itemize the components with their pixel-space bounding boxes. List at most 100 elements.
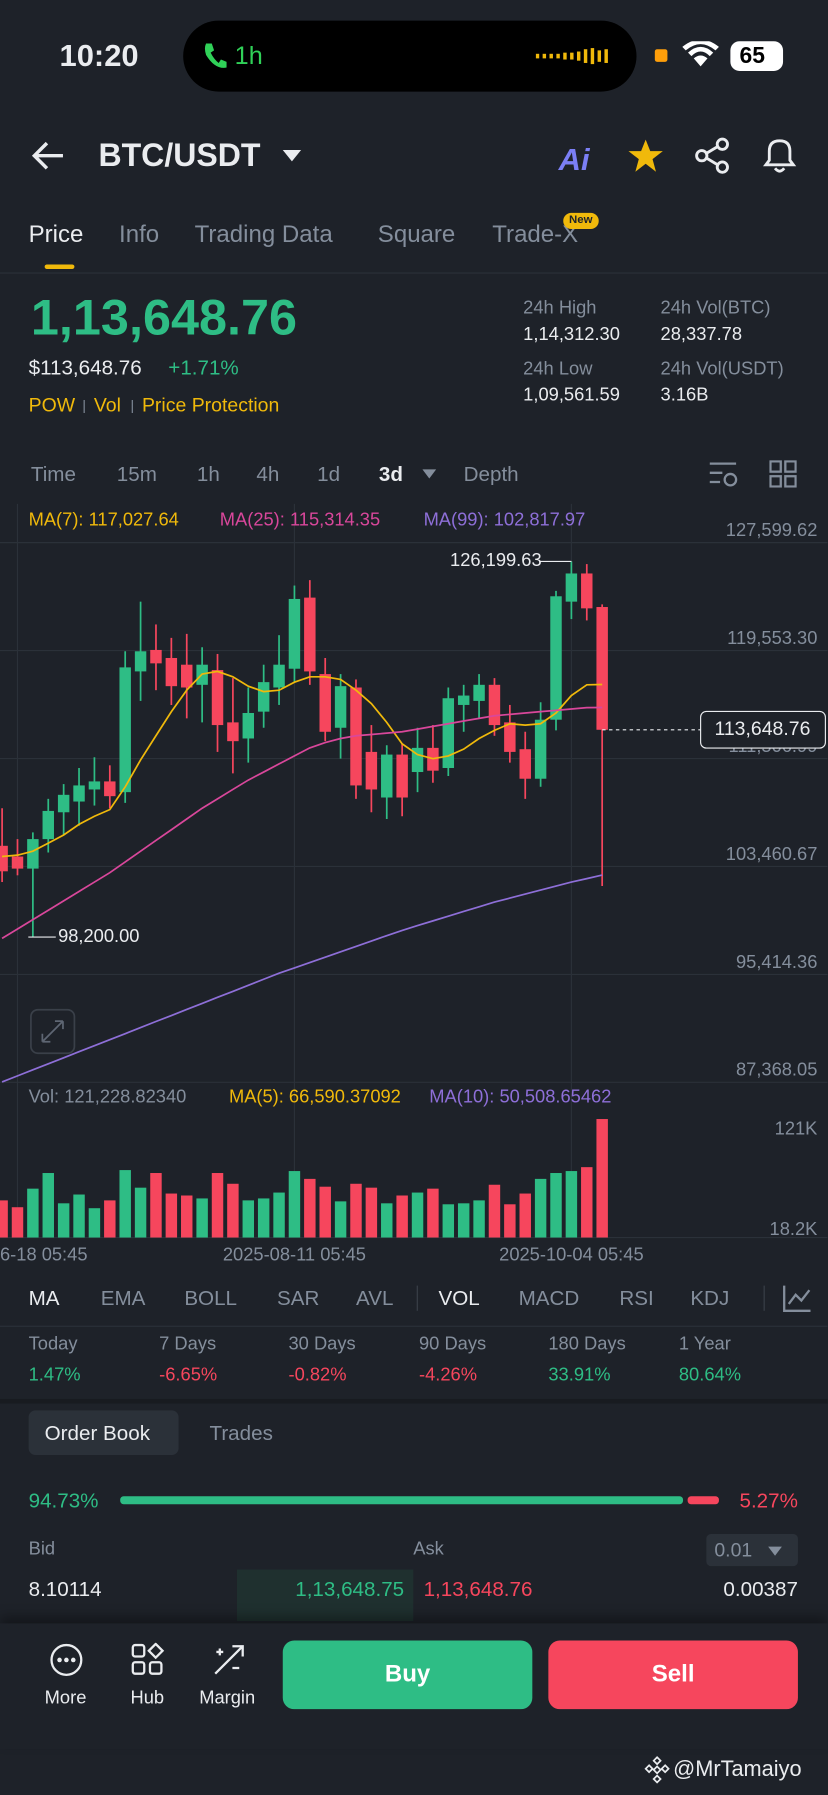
indicator-tab[interactable]: SAR <box>277 1286 320 1310</box>
favorite-button[interactable] <box>627 139 664 173</box>
ask-header: Ask <box>413 1539 444 1560</box>
back-button[interactable] <box>31 141 65 171</box>
candle-body <box>596 607 608 730</box>
volume-bar <box>473 1200 485 1238</box>
volume-bar <box>11 1207 24 1238</box>
expand-button[interactable] <box>30 1008 76 1055</box>
candle-body <box>73 785 85 802</box>
interval[interactable]: 4h <box>256 462 280 486</box>
current-price-label: 113,648.76 <box>714 718 810 740</box>
bid-depth-bar <box>236 1569 414 1622</box>
candlestick-chart: 127,599.62119,553.30111,506.99103,460.67… <box>0 503 828 1265</box>
layout-button[interactable] <box>769 460 797 488</box>
pair-title[interactable]: BTC/USDT <box>98 137 261 173</box>
volume-ma-legend: MA(5): 66,590.37092 <box>229 1086 401 1107</box>
performance-label: 180 Days <box>548 1334 626 1355</box>
tab[interactable]: Trade-X <box>492 221 579 248</box>
tab[interactable]: Info <box>119 221 160 248</box>
precision-value[interactable]: 0.01 <box>714 1539 753 1561</box>
buy-button[interactable]: Buy <box>282 1640 533 1710</box>
tag[interactable]: Vol <box>93 394 121 417</box>
candle-body <box>134 651 147 672</box>
candle-body <box>42 810 54 840</box>
candle-body <box>381 754 393 798</box>
volume-bar <box>150 1173 162 1238</box>
tag[interactable]: POW <box>28 394 76 417</box>
volume-bar <box>534 1178 547 1238</box>
tab[interactable]: Trading Data <box>194 221 333 248</box>
indicator-tab[interactable]: EMA <box>100 1286 146 1310</box>
ask-ratio: 5.27% <box>739 1489 798 1513</box>
margin-icon[interactable] <box>212 1643 246 1677</box>
candle-body <box>104 781 116 797</box>
sell-button[interactable]: Sell <box>548 1640 798 1710</box>
bid-header: Bid <box>28 1539 56 1560</box>
volume-bar <box>596 1119 608 1238</box>
volume-bar <box>381 1203 393 1238</box>
interval[interactable]: 15m <box>116 462 157 486</box>
candle-body <box>11 856 24 869</box>
candle-body <box>165 657 178 687</box>
candle-body <box>334 686 347 728</box>
stat-value: 1,09,561.59 <box>523 385 620 406</box>
indicator-tab[interactable]: RSI <box>619 1286 654 1310</box>
interval-caret[interactable] <box>421 468 437 479</box>
candle-body <box>519 749 531 779</box>
ma-legend: MA(7): 117,027.64 <box>29 509 179 530</box>
alert-button[interactable] <box>761 136 798 175</box>
nav-label[interactable]: Hub <box>130 1688 165 1709</box>
indicator-settings[interactable] <box>709 460 739 487</box>
indicator-tab[interactable]: MA <box>28 1286 60 1310</box>
share-button[interactable] <box>694 137 731 174</box>
volume-bar <box>565 1171 578 1238</box>
tab[interactable]: Price <box>28 221 84 248</box>
precision-caret <box>768 1546 782 1556</box>
volume-bar <box>581 1167 593 1238</box>
x-tick-label: 2025-10-04 05:45 <box>499 1244 643 1265</box>
performance-value: 1.47% <box>28 1365 81 1386</box>
usd-price: $113,648.76 <box>28 356 142 379</box>
interval[interactable]: Depth <box>463 462 519 486</box>
candle-body <box>211 670 224 726</box>
volume-bar <box>350 1183 362 1238</box>
more-icon[interactable] <box>49 1643 83 1677</box>
stat-label: 24h High <box>523 298 597 319</box>
nav-label[interactable]: More <box>44 1688 87 1709</box>
nav-label[interactable]: Margin <box>199 1688 256 1709</box>
interval[interactable]: 1h <box>196 462 220 486</box>
bid-price: 1,13,648.75 <box>295 1577 405 1601</box>
candle-body <box>504 722 516 752</box>
divider <box>0 1398 828 1404</box>
indicator-tab[interactable]: BOLL <box>184 1286 238 1310</box>
indicator-tab[interactable]: AVL <box>356 1286 394 1310</box>
interval[interactable]: Time <box>30 462 76 486</box>
indicator-tab[interactable]: VOL <box>438 1286 480 1310</box>
precision-select[interactable] <box>706 1534 798 1567</box>
indicator-tab[interactable]: MACD <box>518 1286 580 1310</box>
recording-dot <box>654 49 668 62</box>
volume-bar <box>273 1192 285 1238</box>
call-icon <box>204 43 227 68</box>
candle-body <box>304 597 316 672</box>
indicator-chart-button[interactable] <box>782 1283 812 1313</box>
dynamic-island <box>183 20 637 92</box>
candle-body <box>57 794 70 813</box>
ai-button[interactable]: Ai <box>558 142 590 177</box>
hub-icon[interactable] <box>131 1642 165 1677</box>
indicator-tab[interactable]: KDJ <box>690 1286 730 1310</box>
tag-separator: | <box>82 397 87 414</box>
volume-bar <box>396 1195 408 1238</box>
ask-price: 1,13,648.76 <box>423 1577 533 1601</box>
order-book-tab[interactable]: Order Book <box>44 1421 151 1445</box>
y-tick-label: 127,599.62 <box>726 519 818 540</box>
pair-caret[interactable] <box>282 149 303 163</box>
volume-bar <box>134 1187 147 1238</box>
tag[interactable]: Price Protection <box>141 394 280 417</box>
interval-active[interactable]: 3d <box>378 462 403 486</box>
candle-body <box>365 751 378 790</box>
trades-tab[interactable]: Trades <box>209 1421 273 1445</box>
interval[interactable]: 1d <box>317 462 341 486</box>
volume-bar <box>88 1208 101 1238</box>
performance-value: -0.82% <box>288 1365 347 1386</box>
tab[interactable]: Square <box>377 221 456 248</box>
